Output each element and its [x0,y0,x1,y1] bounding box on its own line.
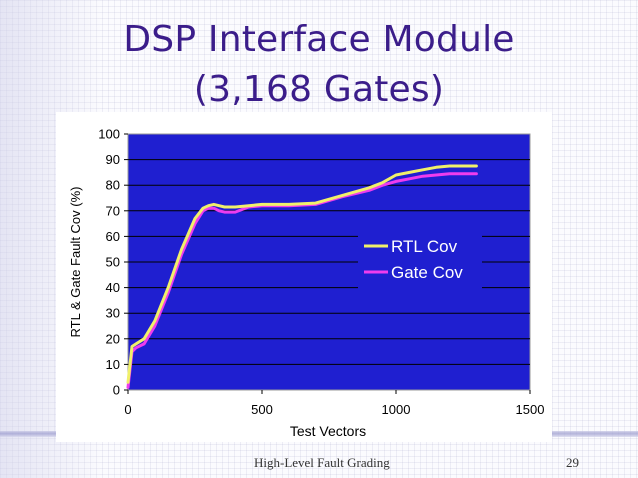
legend-label: RTL Cov [391,237,458,256]
y-tick-label: 80 [106,178,120,193]
legend-box [358,230,482,290]
y-tick-labels: 0 10 20 30 40 50 60 70 80 90 100 [98,127,120,398]
y-tick-label: 30 [106,306,120,321]
footer-label: High-Level Fault Grading [254,455,390,470]
slide-title-line2: (3,168 Gates) [193,69,445,110]
legend: RTL Cov Gate Cov [358,230,482,290]
x-tick-label: 1000 [382,402,411,417]
series-line-rtl-cov [126,164,478,384]
y-tick-label: 0 [113,383,120,398]
page-number: 29 [566,455,579,470]
y-tick-label: 50 [106,255,120,270]
y-tick-label: 10 [106,357,120,372]
y-tick-label: 100 [98,127,120,142]
x-axis-label: Test Vectors [290,423,366,439]
y-tick-label: 70 [106,203,120,218]
x-tick-label: 500 [251,402,273,417]
y-tick-label: 20 [106,331,120,346]
y-tick-label: 60 [106,229,120,244]
slide-title-line1: DSP Interface Module [123,19,515,60]
y-tick-label: 90 [106,152,120,167]
y-tick-label: 40 [106,280,120,295]
x-tick-labels: 0 500 1000 1500 [124,402,544,417]
x-tick-label: 0 [124,402,131,417]
x-tick-label: 1500 [516,402,545,417]
y-axis-label: RTL & Gate Fault Cov (%) [68,187,83,338]
legend-label: Gate Cov [391,263,463,282]
series-line-gate-cov [126,172,478,389]
series-layer [126,164,478,389]
